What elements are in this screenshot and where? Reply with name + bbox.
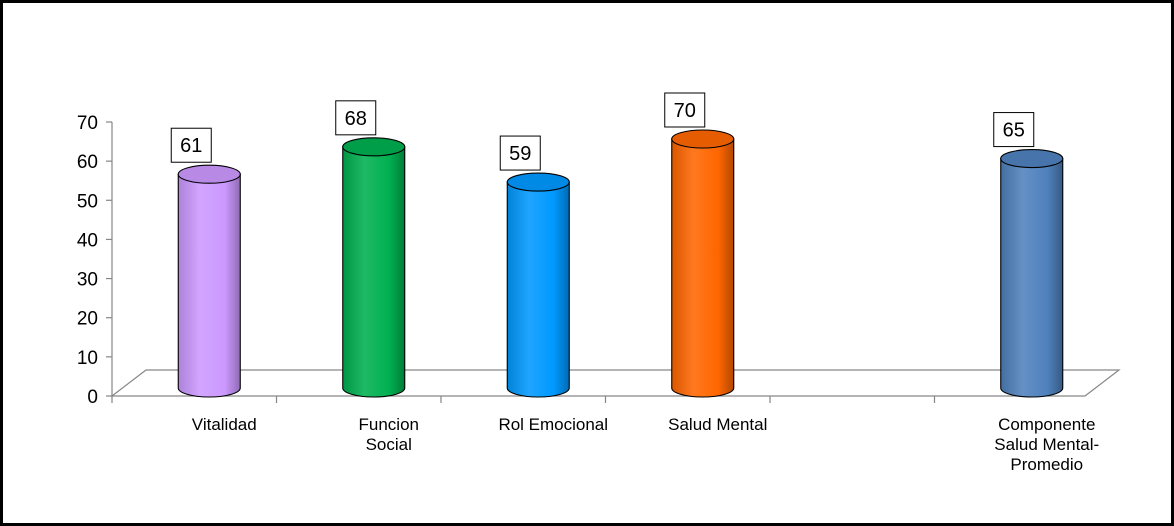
y-tick-label: 20 xyxy=(77,309,98,330)
x-category-label: Promedio xyxy=(1010,455,1083,474)
bar-cap-1 xyxy=(342,137,406,157)
data-label: 65 xyxy=(1003,120,1025,142)
data-label: 68 xyxy=(345,108,367,130)
data-label-box xyxy=(335,100,377,136)
y-tick-label: 40 xyxy=(77,230,98,251)
y-tick-label: 10 xyxy=(77,348,98,369)
chart-floor xyxy=(110,369,1121,397)
x-category-label: Salud Mental xyxy=(668,415,767,434)
x-category-label: Componente xyxy=(998,415,1095,434)
y-tick-label: 70 xyxy=(77,113,98,134)
bar-5 xyxy=(1000,158,1064,398)
data-label: 70 xyxy=(674,100,696,122)
bar-0 xyxy=(177,173,241,398)
x-category-label: Social xyxy=(366,435,412,454)
bar-cap-3 xyxy=(671,129,735,149)
x-category-label: Funcion xyxy=(359,415,419,434)
y-tick-label: 0 xyxy=(87,387,98,408)
bar-2 xyxy=(506,181,570,398)
y-tick-label: 30 xyxy=(77,270,98,291)
bar-cap-2 xyxy=(506,172,570,192)
data-label: 59 xyxy=(509,143,531,165)
data-label-box xyxy=(170,127,212,163)
y-tick-label: 50 xyxy=(77,191,98,212)
bar-3 xyxy=(671,138,735,398)
data-label-box xyxy=(499,135,541,171)
bar-1 xyxy=(342,146,406,398)
bar-cap-5 xyxy=(1000,149,1064,169)
data-label-box xyxy=(993,112,1035,148)
bar-cap-0 xyxy=(177,164,241,184)
y-tick-label: 60 xyxy=(77,152,98,173)
x-category-label: Salud Mental- xyxy=(994,435,1099,454)
data-label-box xyxy=(664,92,706,128)
data-label: 61 xyxy=(180,135,202,157)
x-category-label: Rol Emocional xyxy=(498,415,608,434)
x-category-label: Vitalidad xyxy=(192,415,257,434)
